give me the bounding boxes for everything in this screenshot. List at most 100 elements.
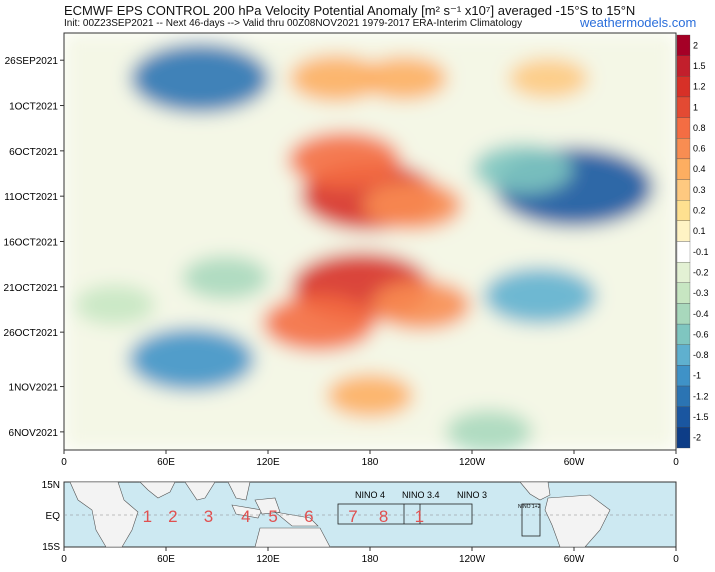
anomaly-cell-1 bbox=[289, 55, 383, 102]
map-lat-label: EQ bbox=[46, 511, 61, 522]
colorbar-label: 2 bbox=[693, 40, 698, 50]
brand-link[interactable]: weathermodels.com bbox=[580, 15, 697, 30]
mjo-region-label: 5 bbox=[268, 507, 277, 526]
colorbar: 2 1.5 1.2 1 0.8 0.6 0.4 0.3 0.2 0.1 -0.1 -0.2 -0.3 -0… bbox=[676, 34, 709, 449]
x-tick-label: 120E bbox=[256, 457, 280, 468]
anomaly-cell-11 bbox=[262, 294, 376, 352]
landmass-borneo bbox=[254, 497, 281, 515]
mjo-region-label: 7 bbox=[348, 507, 357, 526]
map-lat-label: 15N bbox=[42, 480, 60, 491]
anomaly-cell-13 bbox=[483, 267, 597, 325]
colorbar-label: -2 bbox=[693, 433, 701, 443]
anomaly-cell-6 bbox=[362, 180, 463, 231]
landmass-indochina bbox=[227, 481, 251, 501]
nino-4-label: NINO 4 bbox=[355, 490, 385, 500]
colorbar-label: 0.2 bbox=[693, 206, 706, 216]
y-tick-label: 6OCT2021 bbox=[9, 147, 58, 158]
map-lon-label: 60W bbox=[564, 554, 585, 565]
colorbar-swatch bbox=[676, 427, 691, 449]
anomaly-cell-16 bbox=[75, 285, 155, 325]
colorbar-label: 0.8 bbox=[693, 123, 706, 133]
anomaly-cell-12 bbox=[371, 280, 471, 330]
x-tick-label: 0 bbox=[61, 457, 67, 468]
x-tick-label: 120W bbox=[459, 457, 486, 468]
landmass-australia bbox=[254, 527, 331, 548]
landmass-south-america bbox=[544, 494, 611, 548]
colorbar-swatch bbox=[676, 385, 691, 407]
landmass-new-guinea bbox=[273, 511, 319, 527]
anomaly-cell-14 bbox=[128, 327, 255, 391]
landmass-africa bbox=[69, 481, 139, 548]
heatmap-field bbox=[64, 33, 676, 450]
y-axis: 26SEP2021 1OCT2021 6OCT2021 11OCT2021 16OCT2… bbox=[4, 56, 64, 439]
colorbar-label: 0.1 bbox=[693, 226, 706, 236]
anomaly-cell-5 bbox=[288, 131, 401, 189]
mjo-region-label: 2 bbox=[168, 507, 177, 526]
map-lon-label: 0 bbox=[673, 554, 679, 565]
nino-box-12-outline bbox=[521, 503, 541, 537]
anomaly-cell-9 bbox=[182, 256, 269, 300]
colorbar-swatch bbox=[676, 220, 691, 242]
y-tick-label: 21OCT2021 bbox=[4, 283, 59, 294]
x-tick-label: 60E bbox=[157, 457, 175, 468]
colorbar-label: -0.2 bbox=[693, 267, 709, 277]
y-tick-label: 16OCT2021 bbox=[4, 238, 59, 249]
mjo-region-label: 4 bbox=[241, 507, 250, 526]
landmass-sumatra bbox=[231, 504, 263, 519]
mjo-region-label: 1 bbox=[415, 507, 424, 526]
colorbar-swatch bbox=[676, 138, 691, 160]
y-tick-label: 1OCT2021 bbox=[9, 102, 58, 113]
mjo-region-label: 8 bbox=[379, 507, 388, 526]
colorbar-label: -1.2 bbox=[693, 391, 709, 401]
x-tick-label: 0 bbox=[673, 457, 679, 468]
y-tick-label: 6NOV2021 bbox=[9, 428, 59, 439]
colorbar-swatch bbox=[676, 406, 691, 428]
anomaly-cell-8 bbox=[473, 144, 573, 194]
colorbar-swatch bbox=[676, 261, 691, 283]
landmass-arabia bbox=[139, 481, 176, 499]
anomaly-cell-3 bbox=[508, 58, 589, 99]
colorbar-swatch bbox=[676, 365, 691, 387]
map-lon-label: 180 bbox=[362, 554, 379, 565]
colorbar-swatch bbox=[676, 344, 691, 366]
colorbar-swatch bbox=[676, 55, 691, 77]
colorbar-swatch bbox=[676, 34, 691, 56]
anomaly-cell-15 bbox=[326, 374, 414, 418]
anomaly-cell-17 bbox=[445, 410, 533, 450]
map-lon-label: 120W bbox=[459, 554, 486, 565]
y-tick-label: 26OCT2021 bbox=[4, 328, 59, 339]
colorbar-label: 0.4 bbox=[693, 164, 706, 174]
colorbar-label: 0.6 bbox=[693, 144, 706, 154]
colorbar-label: -1.5 bbox=[693, 412, 709, 422]
colorbar-label: 0.3 bbox=[693, 185, 706, 195]
nino-34-label: NINO 3.4 bbox=[402, 490, 440, 500]
colorbar-label: -0.8 bbox=[693, 350, 709, 360]
nino-box-outline bbox=[337, 503, 473, 525]
colorbar-label: -0.4 bbox=[693, 309, 709, 319]
anomaly-cell-0 bbox=[130, 43, 270, 114]
map-lon-label: 0 bbox=[61, 554, 67, 565]
x-axis: 0 60E 120E 180 120W 60W 0 bbox=[61, 450, 679, 468]
colorbar-swatch bbox=[676, 179, 691, 201]
colorbar-swatch bbox=[676, 303, 691, 325]
landmass-india bbox=[184, 481, 216, 501]
region-map: NINO 4 NINO 3.4 NINO 3 NINO 1+2 bbox=[63, 481, 677, 548]
mjo-region-label: 1 bbox=[143, 507, 152, 526]
chart-title: ECMWF EPS CONTROL 200 hPa Velocity Poten… bbox=[64, 3, 636, 18]
mjo-region-label: 3 bbox=[204, 507, 213, 526]
y-tick-label: 26SEP2021 bbox=[5, 56, 59, 67]
colorbar-swatch bbox=[676, 282, 691, 304]
colorbar-label: -0.6 bbox=[693, 329, 709, 339]
landmass-central-america bbox=[519, 481, 551, 501]
map-lon-label: 120E bbox=[256, 554, 280, 565]
colorbar-label: 1.2 bbox=[693, 82, 706, 92]
mjo-region-label: 6 bbox=[304, 507, 313, 526]
x-tick-label: 60W bbox=[564, 457, 585, 468]
colorbar-label: -1 bbox=[693, 371, 701, 381]
map-lon-label: 60E bbox=[157, 554, 175, 565]
x-tick-label: 180 bbox=[362, 457, 379, 468]
anomaly-cell-2 bbox=[360, 56, 448, 100]
